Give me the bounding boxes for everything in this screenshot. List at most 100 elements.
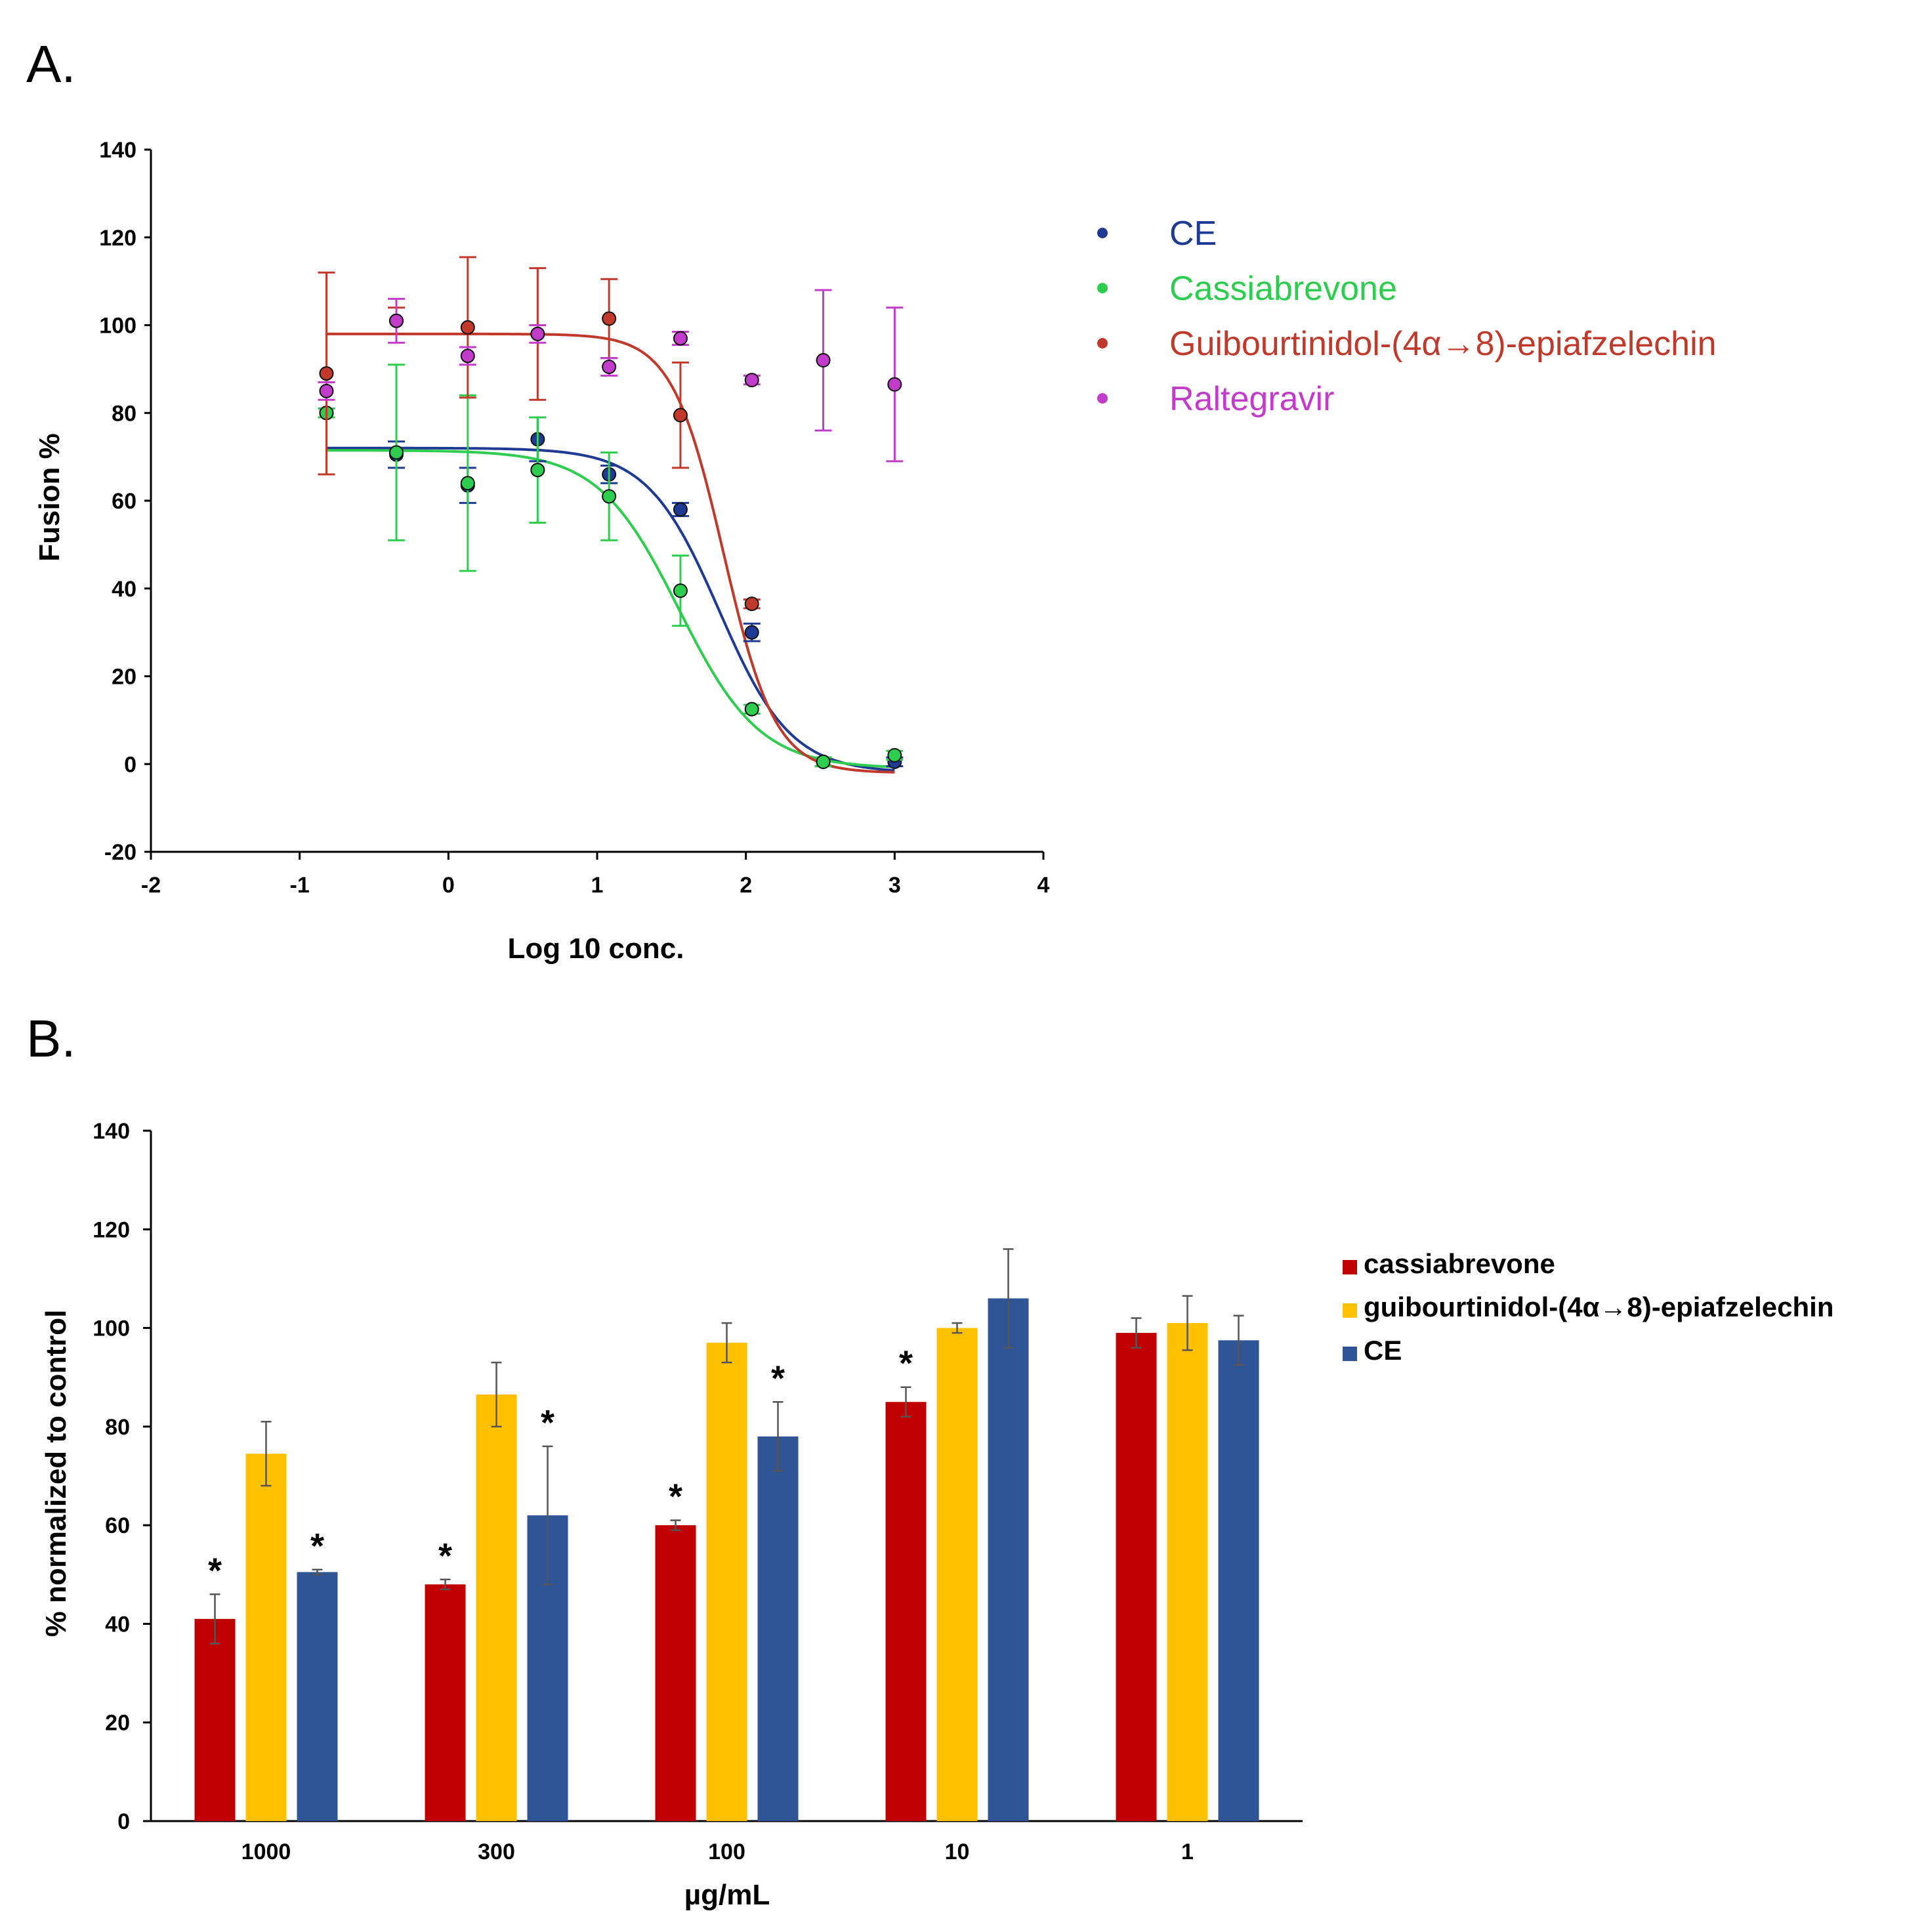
panel-a: A. -20 0 20 40 60 80 100 120 140 -2 -1 0 1 2 3 4 Log 10… [26,35,1717,965]
panel-b-x-tick-label: 1000 [241,1839,291,1864]
panel-a-y-tick-label: 120 [99,226,136,251]
panel-a-data-point [389,445,404,460]
panel-a-data-point [460,348,475,364]
panel-a-data-point [744,625,759,640]
panel-a-data-point [887,747,902,763]
panel-b-significance-star: * [438,1536,452,1576]
panel-a-legend-marker [1097,228,1108,238]
panel-a-data-point [530,326,545,341]
panel-a-data-point [319,383,334,398]
panel-a-legend-label: Cassiabrevone [1169,270,1397,308]
panel-b-y-tick-label: 100 [93,1316,130,1341]
panel-a-data-point [319,366,334,381]
panel-b-x-axis-title: µg/mL [684,1879,770,1911]
panel-a-y-axis-title: Fusion % [33,433,66,562]
panel-a-x-tick-label: -2 [141,873,161,898]
panel-a-axes: -20 0 20 40 60 80 100 120 140 -2 -1 0 1 2 3 4 [99,138,1049,898]
panel-a-x-tick-label: 4 [1037,873,1050,898]
panel-b-y-tick-label: 80 [105,1415,130,1440]
panel-b-significance-star: * [541,1403,555,1442]
panel-b-bar [297,1572,338,1821]
panel-b-legend-swatch [1343,1347,1357,1361]
panel-b-significance-star: * [771,1358,785,1398]
panel-b-legend-swatch [1343,1260,1357,1274]
panel-a-data-point [744,702,759,717]
panel-a-data-point [602,311,617,326]
panel-a-fit-curve [326,332,895,774]
panel-b-y-tick-label: 120 [93,1217,130,1242]
panel-b-x-tick-label: 300 [478,1839,515,1864]
panel-a-data-point [389,313,404,328]
panel-b-y-tick-label: 0 [117,1809,130,1834]
panel-b-axes: 0 20 40 60 80 100 120 140 [93,1119,1303,1834]
panel-b-legend-label: guibourtinidol-(4α→8)-epiafzelechin [1364,1292,1833,1322]
panel-b-legend-swatch [1343,1303,1357,1318]
panel-a-x-tick-label: 0 [442,873,455,898]
panel-a-data-point [673,502,688,517]
panel-b-bar [425,1584,466,1821]
panel-b-y-tick-label: 60 [105,1513,130,1538]
panel-b-x-tick-label: 10 [945,1839,970,1864]
panel-b-y-axis-title: % normalized to control [40,1310,72,1637]
panel-a-legend-label: CE [1169,215,1217,253]
panel-a-data-point [673,331,688,346]
panel-a-y-tick-label: 60 [112,489,136,514]
panel-a-x-tick-label: 3 [889,873,901,898]
panel-a-data-point [673,408,688,423]
panel-b-x-tick-label: 100 [708,1839,745,1864]
panel-a-data-point [530,463,545,478]
panel-a-fit-curve [326,446,895,772]
panel-b-y-tick-label: 20 [105,1711,130,1736]
panel-b-significance-star: * [899,1344,913,1383]
panel-a-data-point [460,320,475,335]
panel-b-bar [1167,1323,1208,1821]
panel-b-y-tick-label: 140 [93,1119,130,1144]
panel-b-bar [757,1436,799,1821]
panel-a-data-point [602,360,617,375]
panel-a-legend-marker [1097,338,1108,348]
panel-a-data-point [816,353,831,368]
panel-b-bar [1218,1340,1259,1821]
panel-a-data-point [602,489,617,504]
panel-a-fit-curves [326,332,895,774]
panel-b-bar [194,1618,236,1821]
panel-b-bar [706,1343,747,1821]
panel-b-bar [885,1402,927,1821]
panel-a-data-point [816,754,831,769]
panel-a-x-tick-label: 1 [591,873,604,898]
panel-b-significance-star: * [669,1477,682,1517]
panel-b-legend: cassiabrevone guibourtinidol-(4α→8)-epiaf… [1343,1248,1833,1366]
panel-b-significance-star: * [208,1551,222,1590]
panel-a-data-point [744,597,759,612]
panel-a-label: A. [26,35,76,93]
panel-a-data-point [673,583,688,598]
panel-a-x-tick-label: 2 [740,873,752,898]
panel-b-y-tick-label: 40 [105,1612,130,1637]
panel-b-bar [1116,1333,1157,1821]
panel-a-legend-label: Raltegravir [1169,380,1334,418]
panel-a-legend-marker [1097,283,1108,293]
panel-b-bar [936,1328,978,1821]
panel-a-legend: CE Cassiabrevone Guibourtinidol-(4α→8)-epi… [1097,215,1717,418]
panel-a-y-tick-label: 40 [112,577,136,602]
panel-b-label: B. [26,1009,76,1068]
panel-b-bar [476,1395,517,1821]
panel-b-x-tick-label: 1 [1181,1839,1194,1864]
panel-a-legend-marker [1097,393,1108,404]
panel-a-data-point [460,476,475,491]
panel-a-x-axis-title: Log 10 conc. [508,933,684,965]
panel-b-bar [245,1454,287,1821]
panel-a-y-tick-label: 0 [124,752,136,777]
panel-a-y-tick-label: -20 [104,840,136,865]
panel-b-legend-label: CE [1364,1335,1402,1366]
panel-a-points [318,256,904,769]
panel-b-bar [988,1298,1029,1821]
panel-a-data-point [744,373,759,388]
panel-a-legend-label: Guibourtinidol-(4α→8)-epiafzelechin [1169,325,1717,363]
panel-a-y-tick-label: 140 [99,138,136,163]
panel-b-bars: 1000 * * 300 * * 100 * * 10 * 1 [194,1248,1259,1864]
panel-a-y-tick-label: 100 [99,314,136,339]
panel-b-legend-label: cassiabrevone [1364,1248,1555,1279]
